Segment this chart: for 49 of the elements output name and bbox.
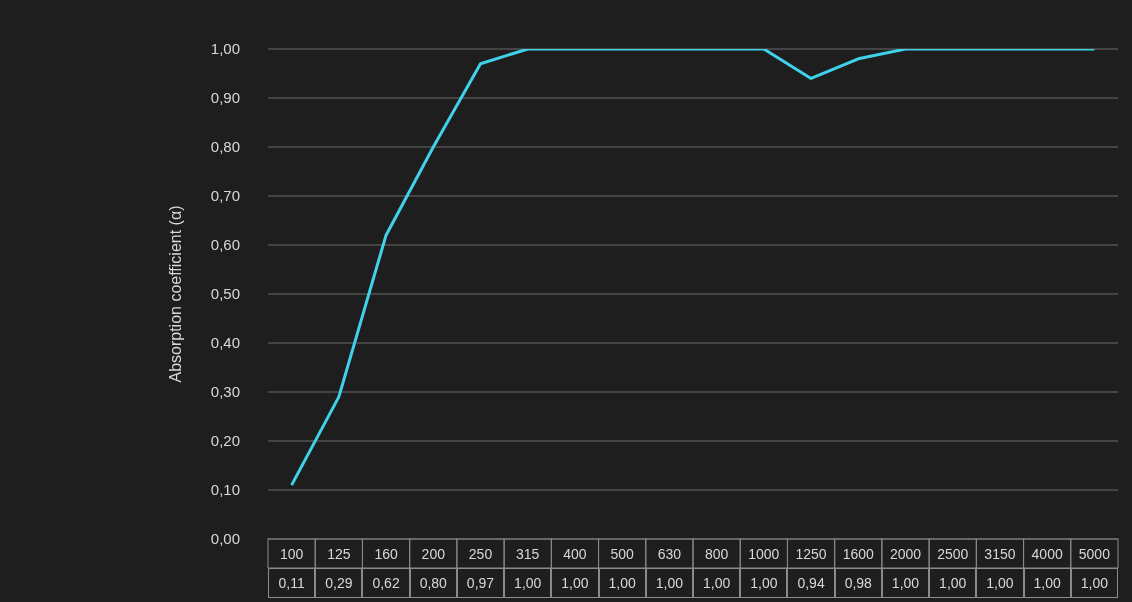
data-label: 1,00	[504, 568, 552, 598]
x-tick-label: 2500	[937, 546, 969, 562]
line-series	[290, 49, 1096, 487]
data-label: 1,00	[929, 568, 977, 598]
data-label: 0,98	[834, 568, 882, 598]
y-tick-label: 0,10	[210, 481, 240, 499]
x-tick-label: 3150	[984, 546, 1016, 562]
x-tick-label: 5000	[1078, 546, 1111, 562]
data-label: 0,11	[268, 568, 316, 598]
y-tick-label: 1,00	[210, 40, 240, 58]
data-label: 0,62	[362, 568, 410, 598]
x-tick-label: 1600	[842, 546, 875, 562]
y-tick-label: 0,00	[210, 530, 240, 548]
y-tick-label: 0,40	[210, 334, 240, 352]
data-label: 0,97	[456, 568, 505, 598]
x-tick-label: 250	[468, 546, 493, 562]
data-label: 0,94	[787, 568, 835, 598]
data-label: 1,00	[645, 568, 693, 598]
x-tick-label: 160	[374, 546, 398, 562]
data-label: 1,00	[693, 568, 741, 598]
y-tick-label: 0,50	[210, 285, 240, 303]
data-label: 0,80	[409, 568, 457, 598]
y-tick-label: 0,60	[210, 236, 240, 254]
data-label: 1,00	[976, 568, 1024, 598]
x-tick-label: 200	[421, 546, 446, 562]
data-label: 1,00	[598, 568, 646, 598]
x-tick-label: 400	[563, 546, 587, 562]
y-tick-label: 0,30	[210, 383, 240, 401]
data-label: 1,00	[1070, 568, 1118, 598]
data-label: 0,29	[315, 568, 363, 598]
x-tick-label: 800	[704, 546, 729, 562]
data-label: 1,00	[1023, 568, 1071, 598]
y-axis-title: Absorption coefficient (α)	[166, 205, 184, 383]
x-tick-label: 630	[657, 546, 682, 562]
x-tick-label: 4000	[1031, 546, 1063, 562]
y-tick-label: 0,20	[210, 432, 240, 450]
x-tick-label: 1250	[795, 546, 827, 562]
x-tick-label: 1000	[748, 546, 780, 562]
x-tick-label: 2000	[889, 546, 922, 562]
data-label: 1,00	[881, 568, 930, 598]
x-tick-label: 500	[610, 546, 635, 562]
y-tick-label: 0,80	[210, 138, 240, 156]
data-label: 1,00	[740, 568, 788, 598]
x-tick-label: 315	[516, 546, 540, 562]
x-tick-label: 125	[327, 546, 351, 562]
y-tick-label: 0,90	[210, 89, 240, 107]
data-label: 1,00	[551, 568, 599, 598]
x-tick-label: 100	[279, 546, 304, 562]
y-tick-label: 0,70	[210, 187, 240, 205]
